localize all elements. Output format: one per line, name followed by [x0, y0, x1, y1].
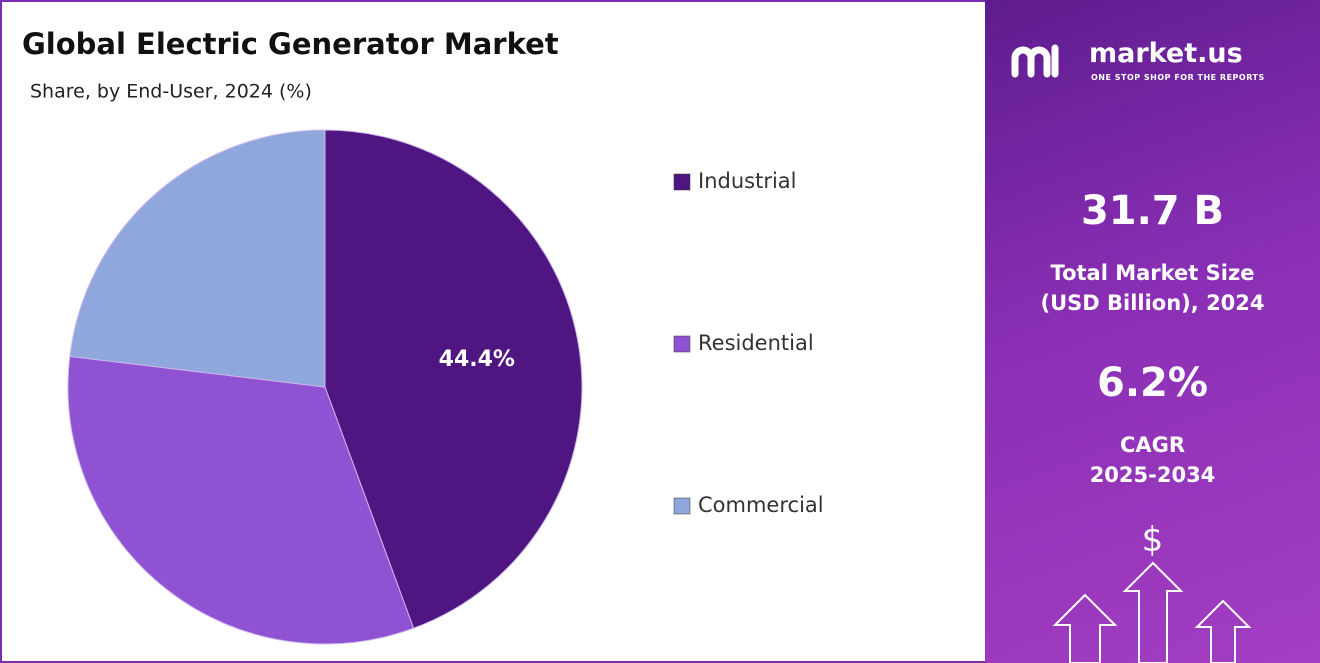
- market-size-label: Total Market Size (USD Billion), 2024: [985, 258, 1320, 318]
- chart: Global Electric Generator Market Share, …: [22, 27, 824, 645]
- label-line: (USD Billion), 2024: [1040, 291, 1265, 315]
- arrows-decoration: [1052, 561, 1252, 663]
- chart-panel: Global Electric Generator Market Share, …: [0, 0, 985, 663]
- brand: market.us: [1089, 38, 1243, 69]
- logo-icon: [1011, 44, 1059, 78]
- chart-title: Global Electric Generator Market: [22, 27, 559, 61]
- pie-slice: [67, 355, 415, 645]
- data-label: 44.4%: [439, 347, 515, 372]
- legend-swatch: [673, 173, 691, 191]
- pie-slice: [69, 129, 326, 388]
- legend-swatch: [673, 335, 691, 353]
- legend-label: Industrial: [698, 169, 797, 193]
- cagr: 6.2%: [1097, 360, 1208, 406]
- chart-subtitle: Share, by End-User, 2024 (%): [30, 81, 312, 103]
- label-line: Total Market Size: [1050, 261, 1255, 285]
- pie-slice: [324, 129, 583, 629]
- cagr-label: CAGR 2025-2034: [985, 430, 1320, 490]
- legend-swatch: [673, 497, 691, 515]
- label-line: CAGR: [1119, 433, 1186, 457]
- summary-panel: market.us ONE STOP SHOP FOR THE REPORTS …: [985, 0, 1320, 663]
- legend-label: Residential: [698, 331, 814, 355]
- label-line: 2025-2034: [1089, 463, 1216, 487]
- tagline: ONE STOP SHOP FOR THE REPORTS: [1091, 73, 1265, 82]
- icon-symbol: $: [1141, 520, 1164, 560]
- market-size: 31.7 B: [1080, 188, 1225, 234]
- legend-label: Commercial: [698, 493, 824, 517]
